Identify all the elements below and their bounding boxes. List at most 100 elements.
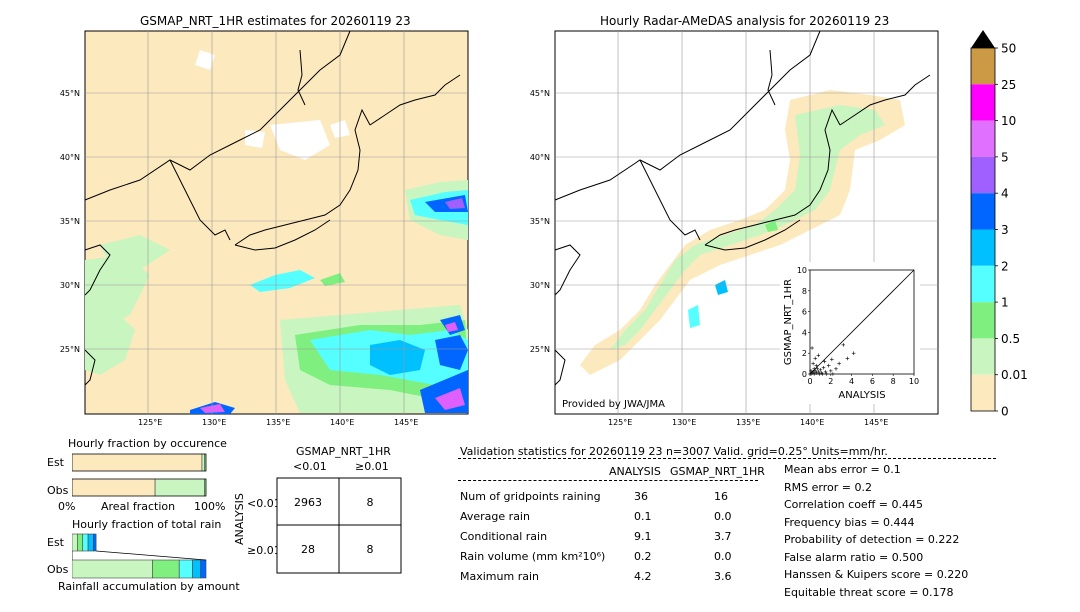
- validation-score: Frequency bias = 0.444: [784, 515, 915, 529]
- validation-score: Hanssen & Kuipers score = 0.220: [784, 568, 969, 581]
- validation-row-label: Rain volume (mm km²10⁶): [460, 550, 606, 563]
- scatter-ytick: 8: [802, 287, 807, 296]
- right-lat-label-35: 35°N: [530, 217, 550, 226]
- scatter-ticks: 00 2 2 4 4 6 6 8 8 10 10: [797, 266, 919, 386]
- colorbar-label: 5: [1001, 150, 1009, 164]
- colorbar-band: [971, 302, 995, 339]
- right-lat-label-40: 40°N: [530, 153, 550, 162]
- scatter-point: [812, 367, 816, 371]
- validation-table-divider: [458, 480, 758, 481]
- scatter-point: [809, 369, 813, 373]
- validation-row-gsmap: 0.0: [714, 510, 732, 523]
- scatter-point: [816, 370, 821, 374]
- scatter-point: [812, 372, 816, 376]
- colorbar-label: 3: [1001, 223, 1009, 237]
- scatter-ylabel: GSMAP_NRT_1HR: [783, 279, 794, 365]
- colorbar-band: [971, 156, 995, 194]
- occurrence-title: Hourly fraction by occurence: [68, 437, 227, 450]
- scatter-point: [851, 351, 856, 355]
- total-rain-bar-segment: [77, 533, 84, 552]
- colorbar-band: [971, 229, 995, 266]
- contingency-col-1: ≥0.01: [355, 460, 389, 473]
- colorbar-bands: [970, 47, 996, 412]
- scatter-point: [811, 361, 815, 366]
- colorbar-band: [971, 374, 995, 411]
- right-lon-label-135: 135°E: [736, 418, 761, 427]
- validation-row-gsmap: 0.0: [714, 550, 732, 563]
- colorbar-labels: 50 25 10 5 4 3 2 1 0.5 0.01 0: [995, 42, 1028, 419]
- colorbar-label: 2: [1001, 259, 1009, 273]
- scatter-xtick: 6: [870, 377, 875, 386]
- scatter-point: [815, 367, 820, 371]
- validation-col-gsmap: GSMAP_NRT_1HR: [670, 465, 765, 478]
- left-map-title: GSMAP_NRT_1HR estimates for 20260119 23: [140, 14, 411, 28]
- contingency-grid: 2963 8 28 8: [276, 477, 402, 574]
- total-rain-bar-segment: [192, 559, 201, 579]
- left-lon-label-130: 130°E: [202, 418, 227, 427]
- scatter-xtick: 0: [807, 377, 812, 386]
- scatter-point: [821, 365, 826, 370]
- scatter-point: [845, 356, 850, 361]
- cell-1-0: 28: [301, 543, 315, 556]
- left-lon-label-145: 145°E: [394, 418, 419, 427]
- scatter-ytick: 2: [802, 349, 807, 358]
- scatter-point: [837, 361, 841, 366]
- colorbar-label: 0.01: [1001, 368, 1028, 382]
- occurrence-xlabel: Areal fraction: [101, 500, 176, 513]
- scatter-points: [809, 343, 856, 376]
- validation-score: RMS error = 0.2: [784, 480, 872, 494]
- right-map: 45°N 40°N 35°N 30°N 25°N Provided by JWA…: [530, 30, 939, 415]
- total-rain-bar-segment: [93, 533, 97, 552]
- left-map: 45°N 40°N 35°N 30°N 25°N: [60, 30, 469, 415]
- scatter-point: [817, 372, 822, 376]
- validation-row-gsmap: 3.7: [714, 530, 732, 543]
- scatter-point: [829, 369, 833, 373]
- scatter-ytick: 4: [802, 328, 807, 337]
- scatter-point: [814, 363, 819, 368]
- colorbar-label: 10: [1001, 114, 1016, 128]
- left-lat-label-45: 45°N: [60, 89, 80, 98]
- total-rain-title: Hourly fraction of total rain: [72, 518, 222, 531]
- occurrence-bar-segment: [72, 478, 156, 497]
- validation-row-gsmap: 16: [714, 490, 728, 503]
- scatter-xtick: 8: [891, 377, 896, 386]
- validation-row-analysis: 36: [634, 490, 648, 503]
- validation-score: Mean abs error = 0.1: [784, 463, 901, 476]
- scatter-point: [831, 372, 835, 376]
- total-rain-bar-segment: [82, 533, 89, 552]
- left-lon-label-125: 125°E: [138, 418, 163, 427]
- total-rain-bar-segment: [72, 533, 78, 552]
- colorbar-band: [971, 120, 995, 157]
- validation-row-analysis: 4.2: [634, 570, 652, 583]
- right-lon-label-145: 145°E: [864, 418, 889, 427]
- colorbar-label: 0: [1001, 405, 1009, 419]
- validation-score: Correlation coeff = 0.445: [784, 498, 923, 511]
- scatter-diagonal: [809, 269, 915, 375]
- left-lat-label-25: 25°N: [60, 345, 80, 354]
- validation-col-analysis: ANALYSIS: [609, 465, 661, 478]
- colorbar-label: 4: [1001, 187, 1009, 201]
- validation-divider: [458, 458, 996, 459]
- scatter-xtick: 4: [849, 377, 854, 386]
- occurrence-bar-frame: [72, 478, 207, 497]
- scatter-point: [818, 368, 823, 372]
- scatter-ytick: 10: [797, 266, 807, 275]
- scatter-point: [830, 357, 834, 362]
- scatter-point: [814, 371, 819, 375]
- scatter-point: [823, 370, 828, 374]
- total-rain-label-est: Est: [47, 536, 64, 549]
- occurrence-chart: [72, 453, 207, 497]
- total-rain-bar-segment: [72, 559, 153, 579]
- validation-row-label: Maximum rain: [460, 570, 539, 583]
- total-rain-bar-segment: [87, 533, 94, 552]
- left-lat-label-30: 30°N: [60, 281, 80, 290]
- occurrence-bar-segment: [154, 478, 205, 497]
- scatter-point: [826, 363, 831, 368]
- occurrence-bar-segment: [72, 453, 203, 472]
- validation-header: Validation statistics for 20260119 23 n=…: [460, 445, 888, 458]
- validation-row-label: Num of gridpoints raining: [460, 490, 601, 503]
- right-lat-label-30: 30°N: [530, 281, 550, 290]
- occurrence-tick-100: 100%: [194, 500, 226, 513]
- scatter-point: [841, 343, 846, 347]
- left-map-coastline: [84, 30, 461, 386]
